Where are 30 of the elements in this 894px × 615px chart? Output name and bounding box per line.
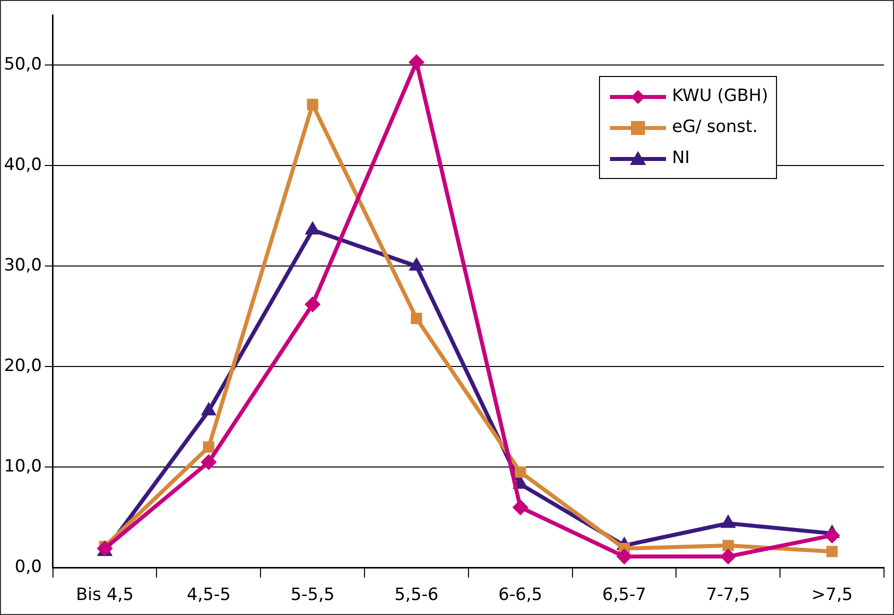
point bbox=[722, 540, 734, 552]
x-tick-label: 5,5-6 bbox=[394, 585, 438, 606]
point bbox=[306, 98, 318, 110]
y-tick-label: 20,0 bbox=[4, 356, 42, 376]
point bbox=[616, 548, 632, 565]
y-tick-label: 0,0 bbox=[14, 557, 42, 578]
y-tick-label: 40,0 bbox=[4, 155, 42, 176]
point bbox=[720, 548, 736, 565]
point bbox=[200, 454, 217, 470]
point bbox=[826, 546, 838, 558]
point bbox=[824, 527, 840, 544]
x-tick-label: >7,5 bbox=[811, 585, 853, 606]
point bbox=[408, 54, 424, 70]
x-tick-label: 6,5-7 bbox=[602, 585, 646, 606]
x-tick-label: 4,5-5 bbox=[186, 585, 231, 606]
legend-label: eG/ sonst. bbox=[672, 116, 758, 139]
point bbox=[512, 499, 528, 516]
y-tick-label: 10,0 bbox=[4, 456, 42, 477]
y-tick-label: 30,0 bbox=[4, 256, 42, 276]
point bbox=[514, 466, 526, 478]
x-tick-label: 5-5,5 bbox=[290, 585, 335, 606]
point bbox=[304, 296, 321, 312]
x-tick-label: 6-6,5 bbox=[498, 585, 542, 606]
legend-label: NI bbox=[672, 147, 690, 170]
y-tick-label: 50,0 bbox=[4, 54, 42, 75]
x-tick-label: 7-7,5 bbox=[706, 585, 750, 606]
point bbox=[410, 312, 422, 324]
legend-label: KWU (GBH) bbox=[672, 85, 768, 108]
point bbox=[203, 441, 214, 453]
x-tick-label: Bis 4,5 bbox=[76, 585, 134, 606]
